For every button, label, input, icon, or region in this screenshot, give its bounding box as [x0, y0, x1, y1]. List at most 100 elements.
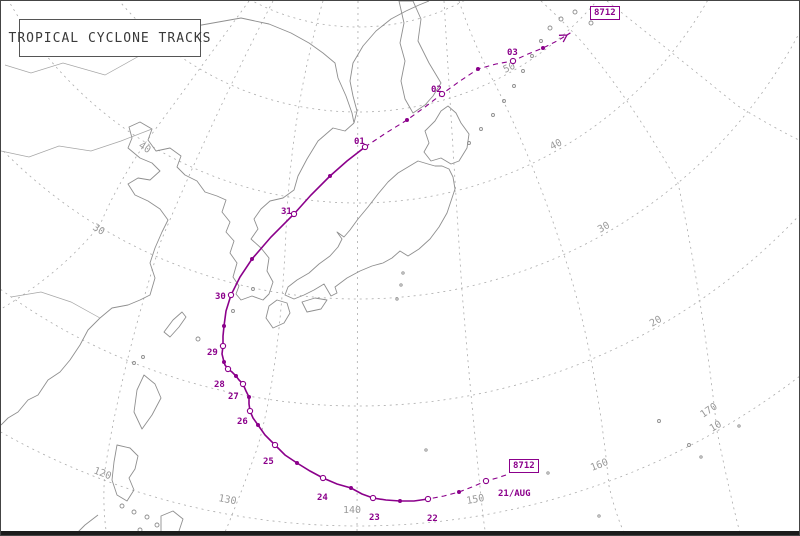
- position-00utc-circle: [227, 291, 235, 299]
- small-island: [572, 9, 578, 15]
- map-title-box: TROPICAL CYCLONE TRACKS: [9, 19, 211, 57]
- position-12utc-dot: [398, 499, 402, 503]
- track-date-label: 30: [215, 292, 226, 302]
- small-island: [131, 509, 137, 515]
- river: [10, 291, 101, 319]
- position-00utc-circle: [424, 495, 432, 503]
- coastline: [195, 17, 355, 124]
- position-12utc-dot: [295, 461, 299, 465]
- track-date-label: 01: [354, 137, 365, 147]
- small-island: [491, 113, 495, 117]
- storm-id-badge-bottom: 8712: [509, 459, 539, 473]
- grid-label: 140: [343, 505, 361, 516]
- position-12utc-dot: [405, 118, 409, 122]
- track-date-label: 02: [431, 85, 442, 95]
- coastline: [423, 105, 470, 165]
- track-date-label: 25: [263, 457, 274, 467]
- small-island: [132, 361, 136, 365]
- track-date-label: 28: [214, 380, 225, 390]
- track-segment-solid: [221, 146, 429, 502]
- small-island: [399, 283, 403, 287]
- grid-label: 30: [596, 220, 612, 236]
- small-island: [521, 69, 525, 73]
- grid-label: 150: [466, 493, 486, 507]
- small-island: [699, 455, 703, 459]
- position-00utc-circle: [239, 380, 247, 388]
- graticule-meridian: [606, 1, 799, 141]
- position-00utc-circle: [319, 474, 327, 482]
- position-00utc-circle: [224, 365, 232, 373]
- grid-label: 50: [502, 61, 518, 76]
- position-12utc-dot: [328, 174, 332, 178]
- grid-label: 40: [548, 137, 564, 152]
- small-island: [597, 514, 601, 518]
- small-island: [231, 309, 235, 313]
- graticule-meridian: [223, 1, 324, 535]
- position-00utc-circle: [361, 143, 369, 151]
- track-date-label: 23: [369, 513, 380, 523]
- track-end-arrow: [558, 32, 571, 43]
- cyclone-track-layer: [219, 32, 571, 503]
- position-12utc-dot: [541, 46, 545, 50]
- small-island: [144, 514, 150, 520]
- graticule-meridian: [458, 1, 626, 535]
- position-00utc-circle: [482, 477, 490, 485]
- coastline: [133, 374, 162, 430]
- coastline: [349, 1, 430, 124]
- graticule-meridian: [356, 1, 359, 535]
- coastline-layer: [1, 1, 470, 535]
- graticule-meridian: [103, 1, 274, 535]
- position-12utc-dot: [457, 490, 461, 494]
- grid-label: 120: [92, 466, 113, 483]
- position-00utc-circle: [290, 210, 298, 218]
- position-00utc-circle: [219, 342, 227, 350]
- small-island: [395, 297, 399, 301]
- small-island: [154, 522, 160, 528]
- small-island: [141, 355, 145, 359]
- position-12utc-dot: [476, 67, 480, 71]
- graticule-meridian: [540, 1, 741, 535]
- position-12utc-dot: [256, 423, 260, 427]
- position-00utc-circle: [438, 90, 446, 98]
- river: [1, 128, 153, 158]
- track-date-label: 26: [237, 417, 248, 427]
- position-00utc-circle: [509, 57, 517, 65]
- position-12utc-dot: [222, 360, 226, 364]
- map-frame-bottom-edge: [1, 531, 799, 535]
- track-date-label: 21/AUG: [498, 489, 531, 499]
- track-date-label: 27: [228, 392, 239, 402]
- position-12utc-dot: [250, 257, 254, 261]
- coastline: [398, 1, 442, 114]
- small-island: [530, 54, 534, 58]
- coastline: [1, 121, 355, 426]
- graticule-meridian: [443, 1, 487, 535]
- track-date-label: 03: [507, 48, 518, 58]
- small-island: [737, 424, 741, 428]
- position-12utc-dot: [349, 486, 353, 490]
- position-12utc-dot: [234, 374, 238, 378]
- small-island: [401, 271, 405, 275]
- grid-label: 170: [699, 401, 720, 420]
- track-date-label: 29: [207, 348, 218, 358]
- position-12utc-dot: [222, 324, 226, 328]
- coastline: [265, 299, 291, 329]
- grid-label: 40: [136, 140, 152, 156]
- small-island: [502, 99, 506, 103]
- storm-id-label: 8712: [513, 461, 535, 471]
- small-island: [539, 39, 543, 43]
- graticule-labels: 50 40 30 20 10 40 30 120 130 140 150 160 170: [90, 61, 723, 516]
- position-00utc-circle: [369, 494, 377, 502]
- river-layer: [1, 25, 197, 319]
- small-island: [467, 141, 471, 145]
- small-island: [687, 443, 691, 447]
- position-00utc-circle: [246, 407, 254, 415]
- small-island: [547, 25, 553, 31]
- graticule-parallel: [1, 376, 799, 527]
- map-title: TROPICAL CYCLONE TRACKS: [8, 30, 212, 46]
- grid-label: 30: [90, 222, 106, 238]
- small-island: [546, 471, 550, 475]
